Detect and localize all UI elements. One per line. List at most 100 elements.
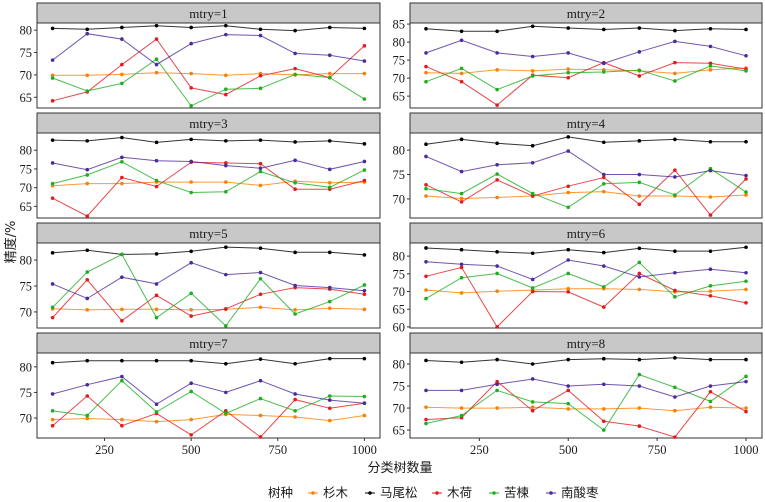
data-point [154, 57, 159, 62]
data-point [601, 140, 606, 145]
data-point [120, 175, 124, 180]
data-point [459, 137, 464, 142]
data-point [154, 62, 159, 67]
data-point [154, 402, 159, 407]
data-point [566, 384, 571, 388]
data-point [637, 26, 642, 30]
series-line [52, 253, 365, 327]
data-point [459, 406, 464, 410]
data-point [601, 264, 606, 268]
data-point [293, 361, 297, 366]
data-point [327, 25, 332, 30]
data-point [50, 423, 55, 428]
plot-area [36, 352, 381, 439]
data-point [708, 44, 713, 49]
data-point [258, 270, 263, 275]
data-point [362, 394, 367, 399]
data-point [424, 182, 428, 187]
data-point [424, 417, 428, 422]
data-point [224, 92, 228, 97]
series-line [52, 180, 365, 187]
legend-label: 木荷 [447, 485, 472, 500]
data-point [189, 381, 193, 386]
data-point [224, 361, 228, 366]
data-point [708, 249, 713, 253]
data-point [673, 39, 677, 44]
legend-title: 树种 [268, 485, 293, 500]
data-point [120, 37, 124, 41]
data-point [459, 360, 464, 365]
series-line [425, 25, 747, 32]
facet-panel: mtry=3 65 70 75 80 [20, 112, 381, 219]
data-point [293, 158, 297, 163]
data-point [85, 73, 90, 78]
data-point [530, 362, 535, 366]
data-point [673, 270, 677, 275]
data-point [85, 248, 90, 253]
data-point [293, 415, 297, 419]
data-point [601, 285, 606, 289]
data-point [424, 64, 428, 69]
facet-strip-label: mtry=2 [567, 6, 605, 21]
data-point [744, 139, 748, 144]
data-point [459, 66, 464, 71]
y-tick-label: 75 [393, 267, 406, 281]
data-point [566, 67, 571, 71]
series-line [425, 380, 747, 438]
data-point [224, 23, 228, 28]
data-point [327, 250, 332, 255]
data-point [744, 245, 748, 250]
series-line [425, 168, 747, 208]
data-point [673, 356, 677, 360]
data-point [424, 186, 428, 191]
data-point [673, 288, 677, 293]
data-point [258, 413, 263, 418]
data-point [495, 172, 499, 176]
data-point [424, 142, 428, 147]
data-point [224, 161, 228, 165]
data-point [327, 181, 332, 185]
data-point [601, 172, 606, 177]
y-tick-label: 70 [393, 285, 406, 299]
plot-area [36, 22, 381, 109]
data-point [189, 417, 193, 422]
data-point [673, 435, 677, 439]
data-point [637, 384, 642, 388]
data-point [120, 374, 124, 379]
data-point [566, 271, 571, 276]
y-tick-label: 80 [20, 24, 33, 38]
facet-panel: mtry=4 70 75 80 [393, 112, 763, 219]
data-point [224, 409, 228, 413]
data-point [120, 160, 124, 164]
data-point [495, 68, 499, 72]
data-point [120, 252, 124, 257]
legend: 树种 杉木 马尾松 木荷 苦楝 南酸枣 [268, 485, 599, 500]
series-line [52, 161, 365, 194]
data-point [50, 315, 55, 320]
data-point [744, 177, 748, 181]
y-tick-label: 65 [20, 91, 33, 105]
data-point [708, 267, 713, 272]
y-tick-label: 70 [20, 181, 33, 195]
data-point [258, 396, 263, 401]
data-point [327, 398, 332, 402]
data-point [327, 75, 332, 80]
data-point [459, 191, 464, 196]
data-point [530, 251, 535, 256]
data-point [566, 388, 571, 393]
data-point [637, 172, 642, 177]
data-point [85, 308, 90, 312]
data-point [189, 159, 193, 164]
series-line [425, 150, 747, 178]
data-point [120, 417, 124, 422]
series-line [52, 358, 365, 365]
data-point [424, 405, 428, 409]
data-point [85, 394, 90, 398]
series-line [425, 406, 747, 412]
data-point [601, 175, 606, 180]
data-point [424, 246, 428, 250]
data-point [708, 168, 713, 173]
y-tick-label: 70 [20, 305, 33, 319]
data-point [459, 71, 464, 76]
